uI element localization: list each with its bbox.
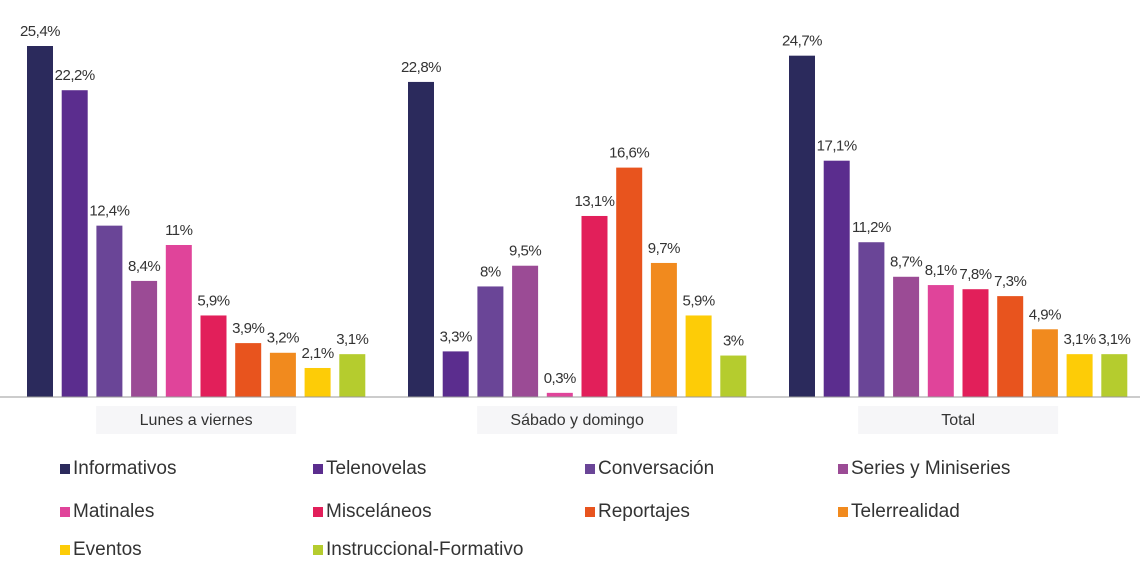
bar [235,343,262,397]
legend-label: Informativos [73,458,176,479]
bar [546,392,573,397]
data-label: 9,7% [648,240,680,257]
data-label: 22,2% [55,67,95,84]
legend-swatch [313,507,323,517]
data-label: 8% [480,263,501,280]
data-label: 17,1% [817,138,857,155]
legend-label: Instruccional-Formativo [326,539,523,560]
bar [339,354,366,397]
data-label: 24,7% [782,33,822,50]
bar [1031,329,1058,397]
bar [165,244,192,397]
bar [962,289,989,397]
bar [477,286,504,397]
x-tick-label: Lunes a viernes [140,412,253,429]
bar [200,315,227,397]
legend-swatch [313,464,323,474]
legend-swatch [585,464,595,474]
category-box [858,406,1059,434]
data-label: 7,8% [959,266,991,283]
x-tick-label: Sábado y domingo [510,412,644,429]
bar [408,81,434,397]
bar [96,225,123,397]
data-label: 8,4% [128,258,160,275]
bar [893,276,920,397]
data-label: 4,9% [1029,306,1061,323]
category-box [477,406,678,434]
legend-label: Reportajes [598,501,690,522]
legend-label: Telenovelas [326,458,426,479]
legend-label: Telerrealidad [851,501,960,522]
data-label: 11% [165,222,193,239]
bar [720,355,747,397]
data-label: 13,1% [574,193,614,210]
legend-swatch [838,507,848,517]
bar [27,46,53,397]
data-label: 5,9% [197,292,229,309]
bar [685,315,712,397]
bar [823,160,850,397]
data-label: 16,6% [609,145,649,162]
legend-swatch [60,545,70,555]
data-label: 3% [723,333,744,350]
bar [1066,354,1093,397]
bar [304,367,331,397]
data-label: 25,4% [20,23,60,40]
x-tick-label: Total [941,412,975,429]
data-label: 3,1% [1063,331,1095,348]
legend-label: Matinales [73,501,154,522]
category-box [96,406,297,434]
bar [997,296,1024,397]
legend-label: Conversación [598,458,714,479]
legend-swatch [585,507,595,517]
bar [858,242,885,397]
bar [789,55,815,398]
data-label: 3,9% [232,320,264,337]
legend-swatch [313,545,323,555]
data-label: 3,3% [440,328,472,345]
legend-swatch [60,507,70,517]
bar [131,280,158,397]
data-label: 3,1% [1098,331,1130,348]
data-label: 2,1% [301,345,333,362]
data-label: 3,1% [336,331,368,348]
bar [616,167,643,397]
data-label: 5,9% [682,292,714,309]
data-label: 12,4% [89,203,129,220]
legend-label: Series y Miniseries [851,458,1010,479]
data-label: 0,3% [544,370,576,387]
data-label: 3,2% [267,330,299,347]
data-label: 7,3% [994,273,1026,290]
bar [512,265,539,397]
data-label: 8,1% [925,262,957,279]
data-label: 8,7% [890,254,922,271]
legend-swatch [60,464,70,474]
bar [442,351,469,397]
data-label: 9,5% [509,243,541,260]
legend-label: Misceláneos [326,501,432,522]
bar [581,215,608,397]
legend-label: Eventos [73,539,142,560]
data-label: 22,8% [401,59,441,76]
bar [61,90,88,398]
bar [927,285,954,397]
legend-swatch [838,464,848,474]
bar [650,262,677,397]
bar [1101,354,1128,397]
data-label: 11,2% [852,219,891,236]
bar [269,352,296,397]
